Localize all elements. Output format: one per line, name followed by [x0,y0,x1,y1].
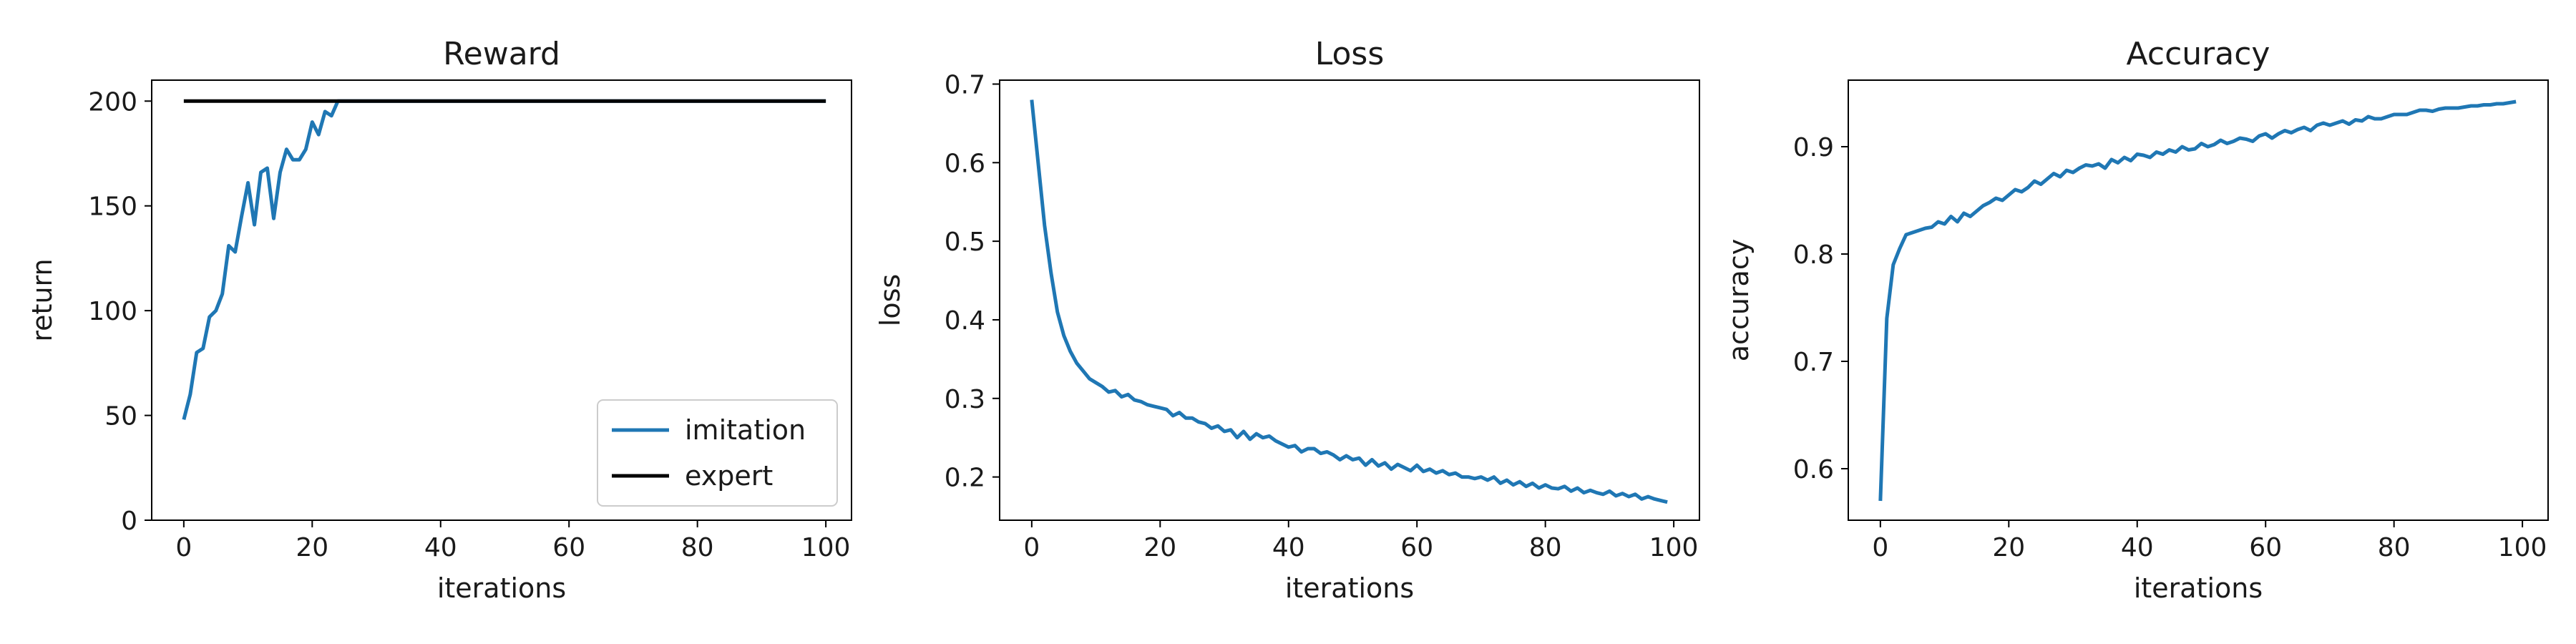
accuracy-x-tick-label: 100 [2498,533,2547,562]
loss-y-tick-label: 0.4 [945,306,985,336]
accuracy-y-tick-label: 0.8 [1793,240,1834,270]
accuracy-x-axis-label: iterations [2134,572,2263,604]
reward-x-tick-label: 100 [801,533,851,562]
accuracy-x-tick-label: 20 [1992,533,2025,562]
reward-legend-box [597,399,838,507]
loss-series-line [1030,99,1668,504]
reward-legend-label-expert: expert [685,460,773,492]
reward-y-axis-label: return [26,258,58,341]
accuracy-y-tick-label: 0.9 [1793,133,1834,162]
loss-x-tick-label: 60 [1400,533,1433,562]
loss-y-tick-label: 0.2 [945,464,985,493]
loss-x-tick-label: 20 [1143,533,1176,562]
reward-chart-title: Reward [443,36,560,72]
reward-y-tick-label: 50 [104,402,137,431]
reward-x-tick-label: 60 [552,533,585,562]
accuracy-x-tick-label: 0 [1872,533,1888,562]
reward-series-imitation [182,99,826,421]
loss-y-tick-label: 0.7 [945,70,985,99]
accuracy-chart-title: Accuracy [2127,36,2270,72]
reward-x-axis-label: iterations [437,572,566,604]
accuracy-y-axis-label: accuracy [1723,239,1755,361]
reward-y-tick-label: 0 [121,507,137,536]
loss-x-tick-label: 100 [1649,533,1699,562]
accuracy-y-tick-label: 0.7 [1793,348,1834,377]
accuracy-chart: 0 20 40 60 80 100 0.6 0.7 0.8 0.9 Accuracy iteratio… [1723,36,2549,604]
loss-x-tick-label: 80 [1529,533,1562,562]
reward-y-tick-label: 200 [88,87,137,117]
accuracy-x-tick-label: 40 [2121,533,2154,562]
loss-y-tick-label: 0.3 [945,385,985,414]
loss-axes-frame [999,79,1700,521]
loss-y-tick-label: 0.5 [945,228,985,257]
reward-chart: 0 20 40 60 80 100 0 50 100 150 200 Reward iterations… [26,36,852,604]
reward-axes-frame [151,79,852,521]
reward-x-tick-label: 0 [175,533,192,562]
accuracy-series-line [1878,99,2517,502]
loss-x-axis-label: iterations [1285,572,1414,604]
reward-y-tick-label: 100 [88,297,137,326]
accuracy-x-tick-label: 80 [2378,533,2411,562]
loss-y-axis-label: loss [874,274,906,326]
loss-chart: 0 20 40 60 80 100 0.2 0.3 0.4 0.5 0.6 0.7 Loss iterat… [874,36,1700,604]
loss-x-tick-label: 40 [1272,533,1305,562]
loss-y-tick-label: 0.6 [945,149,985,178]
reward-x-tick-label: 40 [424,533,457,562]
reward-y-tick-label: 150 [88,192,137,222]
loss-x-tick-label: 0 [1023,533,1040,562]
loss-chart-title: Loss [1315,36,1385,72]
accuracy-x-tick-label: 60 [2249,533,2282,562]
reward-x-tick-label: 20 [296,533,328,562]
reward-x-tick-label: 80 [681,533,714,562]
accuracy-axes-frame [1848,79,2549,521]
reward-legend: imitation expert [597,399,838,507]
accuracy-y-tick-label: 0.6 [1793,455,1834,484]
reward-legend-label-imitation: imitation [685,414,806,446]
